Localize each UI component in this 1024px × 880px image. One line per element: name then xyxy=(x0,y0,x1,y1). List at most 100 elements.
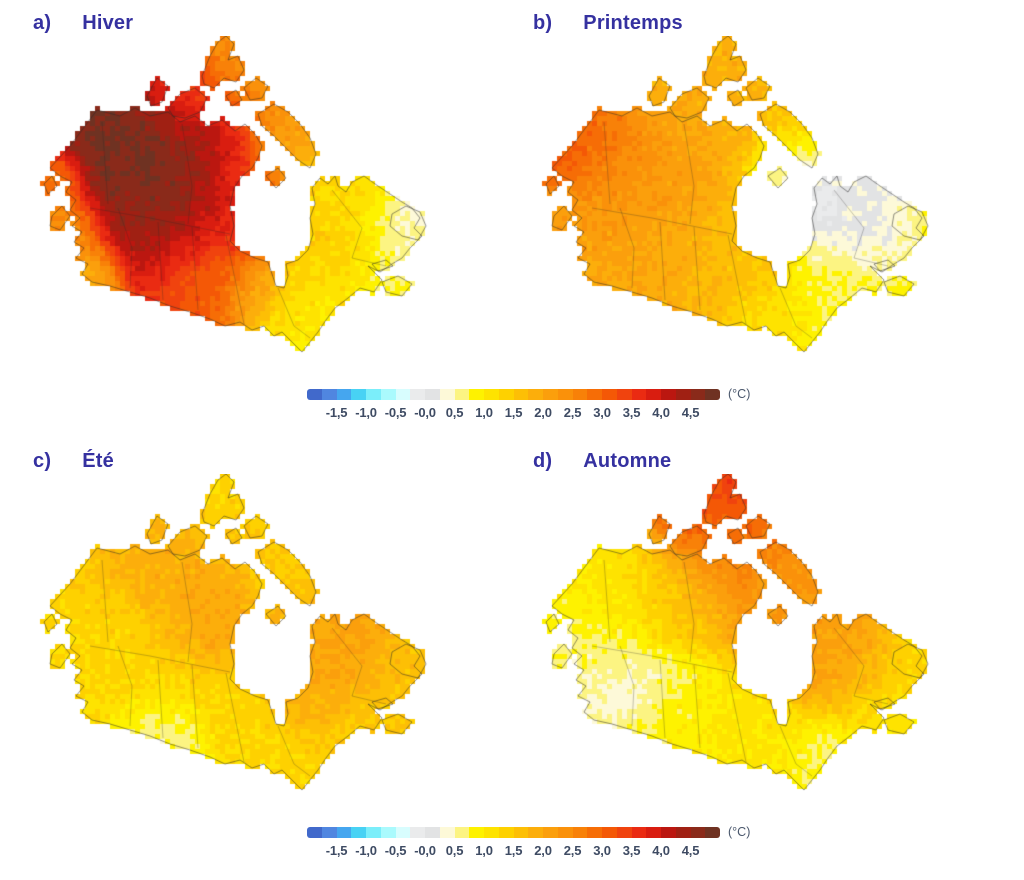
colorbar-segment xyxy=(646,389,661,400)
colorbar-segment xyxy=(454,827,470,838)
colorbar-tick-label: 4,0 xyxy=(652,405,670,420)
colorbar-segment xyxy=(351,389,366,400)
colorbar-tick-label: -0,0 xyxy=(414,405,436,420)
colorbar-tick-label: 3,0 xyxy=(593,843,611,858)
colorbar-segment xyxy=(498,389,514,400)
colorbar-segment xyxy=(366,827,381,838)
panel-title-ete: Été xyxy=(82,450,114,472)
map-canada-automne xyxy=(532,474,952,814)
colorbar-segment xyxy=(675,389,691,400)
colorbar-tick-label: -1,0 xyxy=(355,405,377,420)
colorbar-segment xyxy=(321,827,337,838)
colorbar-segment xyxy=(410,389,425,400)
colorbar-segment xyxy=(366,389,381,400)
colorbar-segment xyxy=(395,827,411,838)
colorbar-segment xyxy=(543,827,558,838)
colorbar-segment xyxy=(513,389,529,400)
colorbar-ticks: -1,5 -1,0 -0,5 -0,0 0,5 1,0 1,5 2,0 2,5 3,0 3,5 4,0… xyxy=(307,405,720,423)
colorbar-segment xyxy=(410,827,425,838)
colorbar-tick-label: 2,0 xyxy=(534,405,552,420)
colorbar-segment xyxy=(690,827,706,838)
colorbar-segment xyxy=(469,827,484,838)
map-canada-printemps xyxy=(532,36,952,376)
colorbar-segment xyxy=(336,389,352,400)
colorbar-segment xyxy=(425,389,440,400)
colorbar-top: -1,5 -1,0 -0,5 -0,0 0,5 1,0 1,5 2,0 2,5 3,0 3,5 4,0… xyxy=(307,387,750,423)
colorbar-segment xyxy=(380,827,396,838)
colorbar-segment xyxy=(498,827,514,838)
colorbar-segment xyxy=(705,827,720,838)
colorbar-ticks: -1,5 -1,0 -0,5 -0,0 0,5 1,0 1,5 2,0 2,5 3,0 3,5 4,0… xyxy=(307,843,720,861)
colorbar-segment xyxy=(705,389,720,400)
panel-letter-c: c) xyxy=(33,450,52,472)
colorbar-segment xyxy=(439,827,455,838)
panel-title-printemps: Printemps xyxy=(583,12,683,34)
colorbar-segment xyxy=(425,827,440,838)
panel-title-hiver: Hiver xyxy=(82,12,134,34)
colorbar-segment xyxy=(469,389,484,400)
colorbar-segment xyxy=(336,827,352,838)
panel-letter-d: d) xyxy=(533,450,553,472)
colorbar-segment xyxy=(484,389,499,400)
colorbar-tick-label: 3,5 xyxy=(622,405,641,420)
colorbar-segment xyxy=(602,389,617,400)
panel-header-ete: c) Été xyxy=(33,450,114,473)
colorbar-gradient xyxy=(307,827,720,838)
colorbar-unit-label: (°C) xyxy=(728,387,751,401)
colorbar-segment xyxy=(646,827,661,838)
colorbar-tick-label: 1,5 xyxy=(504,405,523,420)
colorbar-segment xyxy=(557,827,573,838)
colorbar-tick-label: 1,0 xyxy=(475,843,493,858)
colorbar-segment xyxy=(587,389,602,400)
colorbar-segment xyxy=(572,389,588,400)
colorbar-segment xyxy=(631,827,647,838)
colorbar-segment xyxy=(454,389,470,400)
colorbar-tick-label: 0,5 xyxy=(445,405,464,420)
colorbar-segment xyxy=(307,389,322,400)
panel-title-automne: Automne xyxy=(583,450,672,472)
colorbar-tick-label: 4,5 xyxy=(681,405,700,420)
colorbar-segment xyxy=(528,389,543,400)
colorbar-tick-label: 1,5 xyxy=(504,843,523,858)
colorbar-tick-label: -1,5 xyxy=(325,843,348,858)
colorbar-tick-label: 0,5 xyxy=(445,843,464,858)
panel-letter-a: a) xyxy=(33,12,52,34)
colorbar-tick-label: -0,5 xyxy=(384,843,407,858)
colorbar-segment xyxy=(513,827,529,838)
colorbar-segment xyxy=(690,389,706,400)
panel-header-printemps: b) Printemps xyxy=(533,12,683,35)
colorbar-tick-label: -0,0 xyxy=(414,843,436,858)
colorbar-gradient xyxy=(307,389,720,400)
panel-letter-b: b) xyxy=(533,12,553,34)
colorbar-segment xyxy=(616,827,632,838)
colorbar-segment xyxy=(572,827,588,838)
colorbar-segment xyxy=(661,389,676,400)
colorbar-tick-label: 3,0 xyxy=(593,405,611,420)
colorbar-segment xyxy=(587,827,602,838)
colorbar-segment xyxy=(351,827,366,838)
panel-header-automne: d) Automne xyxy=(533,450,671,473)
colorbar-tick-label: -1,0 xyxy=(355,843,377,858)
colorbar-segment xyxy=(484,827,499,838)
colorbar-tick-label: -0,5 xyxy=(384,405,407,420)
colorbar-segment xyxy=(631,389,647,400)
colorbar-segment xyxy=(380,389,396,400)
colorbar-segment xyxy=(395,389,411,400)
map-canada-ete xyxy=(30,474,450,814)
colorbar-tick-label: 2,5 xyxy=(563,405,582,420)
colorbar-bottom: -1,5 -1,0 -0,5 -0,0 0,5 1,0 1,5 2,0 2,5 3,0 3,5 4,0… xyxy=(307,825,750,861)
colorbar-tick-label: -1,5 xyxy=(325,405,348,420)
colorbar-tick-label: 2,5 xyxy=(563,843,582,858)
panel-header-hiver: a) Hiver xyxy=(33,12,133,35)
colorbar-segment xyxy=(557,389,573,400)
colorbar-segment xyxy=(675,827,691,838)
colorbar-tick-label: 2,0 xyxy=(534,843,552,858)
colorbar-tick-label: 4,0 xyxy=(652,843,670,858)
colorbar-segment xyxy=(321,389,337,400)
colorbar-unit-label: (°C) xyxy=(728,825,751,839)
colorbar-tick-label: 4,5 xyxy=(681,843,700,858)
colorbar-segment xyxy=(439,389,455,400)
colorbar-tick-label: 1,0 xyxy=(475,405,493,420)
colorbar-segment xyxy=(543,389,558,400)
